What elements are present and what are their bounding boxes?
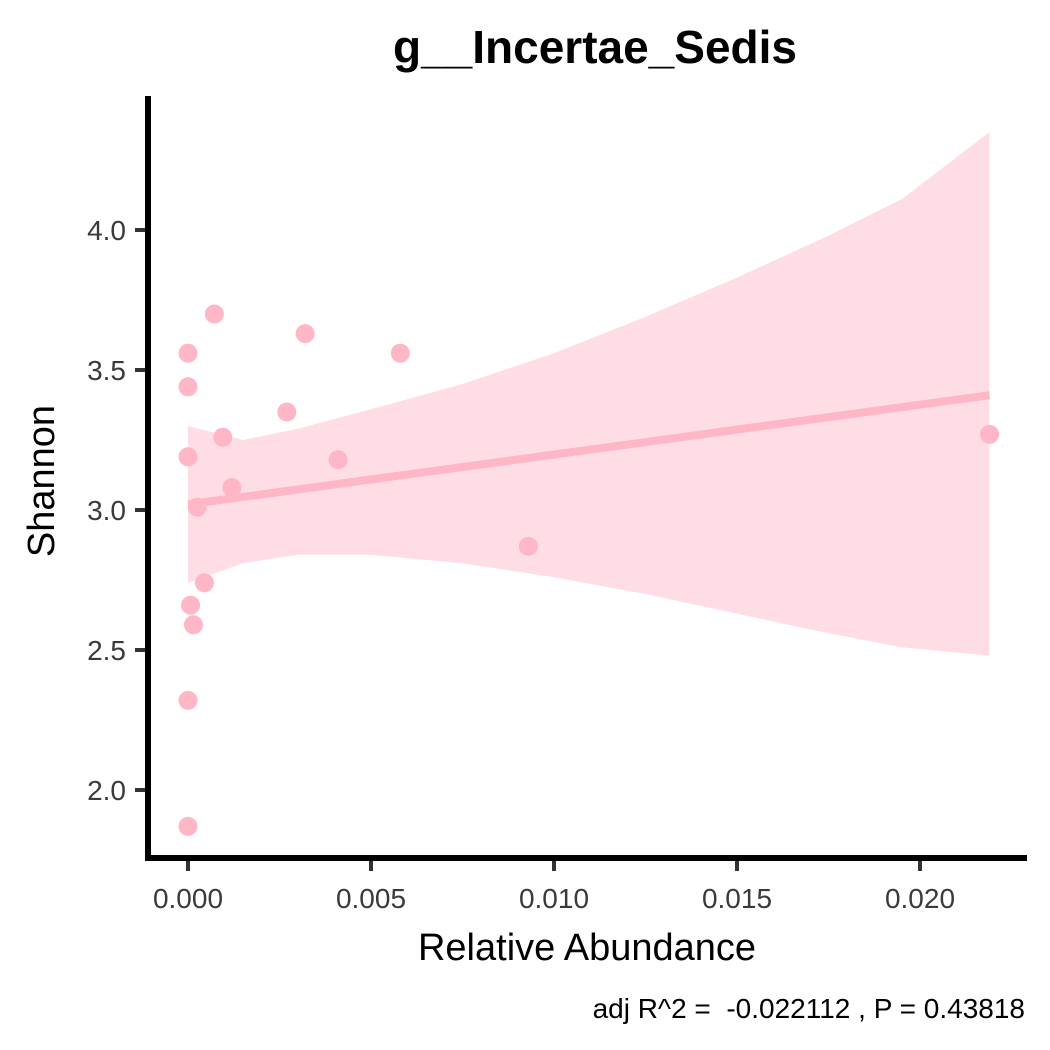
confidence-band-layer — [188, 132, 990, 656]
confidence-band — [188, 132, 990, 656]
x-tick-label: 0.015 — [702, 883, 772, 914]
data-point — [213, 427, 233, 447]
data-point — [518, 536, 538, 556]
stats-caption: adj R^2 = -0.022112 , P = 0.43818 — [593, 993, 1025, 1024]
y-tick-label: 3.0 — [87, 495, 126, 526]
axes-layer — [145, 96, 1027, 861]
x-tick-label: 0.020 — [885, 883, 955, 914]
data-point — [178, 447, 198, 467]
x-tick-label: 0.000 — [153, 883, 223, 914]
data-point — [194, 573, 214, 593]
ticks-layer: 0.000 0.005 0.010 0.015 0.020 2.0 2.5 3.0 3.5 4.0 — [87, 215, 955, 914]
data-point — [277, 402, 297, 422]
x-tick-label: 0.005 — [336, 883, 406, 914]
data-point — [178, 343, 198, 363]
chart-title: g__Incertae_Sedis — [393, 21, 797, 73]
data-point — [178, 690, 198, 710]
data-point — [204, 304, 224, 324]
data-point — [178, 816, 198, 836]
data-point — [178, 377, 198, 397]
data-point — [187, 497, 207, 517]
data-points-layer — [178, 304, 1000, 836]
data-point — [181, 595, 201, 615]
data-point — [328, 450, 348, 470]
regression-line — [187, 391, 991, 509]
data-point — [980, 424, 1000, 444]
data-point — [183, 615, 203, 635]
data-point — [390, 343, 410, 363]
y-axis-title: Shannon — [21, 405, 63, 557]
y-tick-label: 2.0 — [87, 775, 126, 806]
fit-line-layer — [187, 391, 991, 509]
data-point — [295, 324, 315, 344]
x-tick-label: 0.010 — [519, 883, 589, 914]
x-axis-title: Relative Abundance — [418, 927, 756, 969]
y-tick-label: 4.0 — [87, 215, 126, 246]
data-point — [222, 478, 242, 498]
y-tick-label: 2.5 — [87, 635, 126, 666]
y-tick-label: 3.5 — [87, 355, 126, 386]
